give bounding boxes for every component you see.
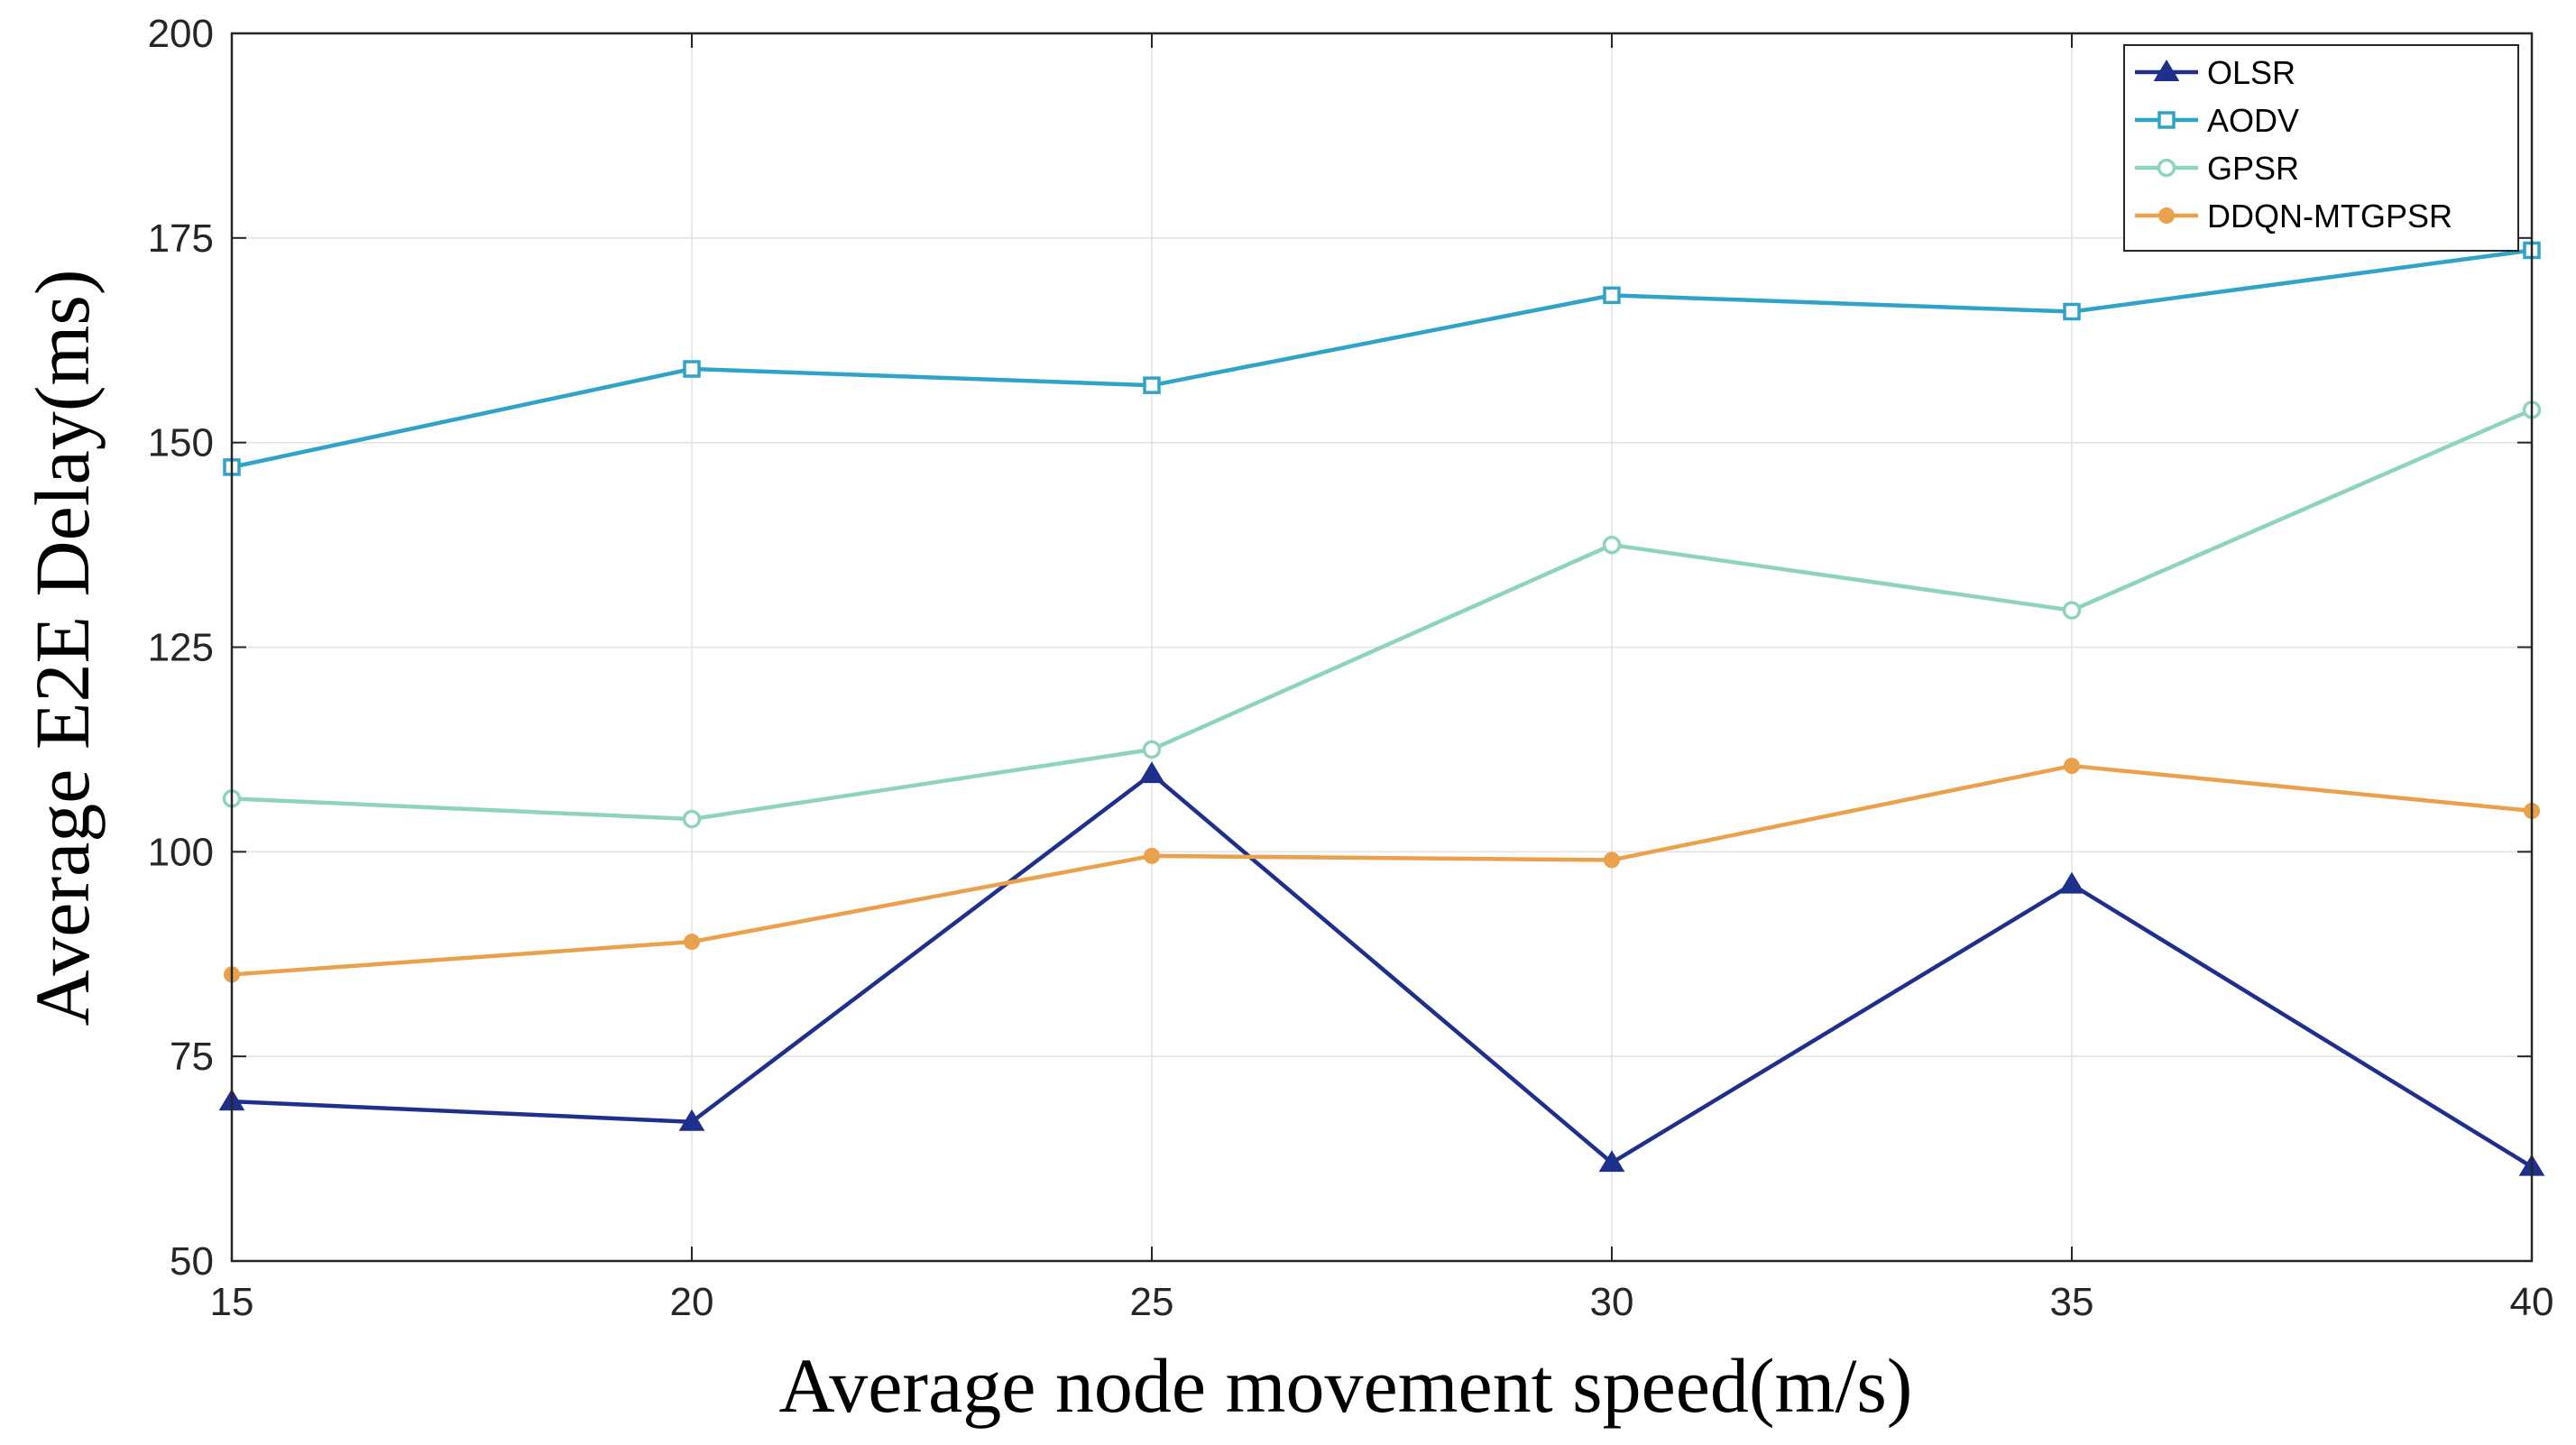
legend-marker <box>2158 207 2175 224</box>
data-point <box>1604 851 1620 869</box>
legend-label: DDQN-MTGPSR <box>2207 198 2452 235</box>
data-point <box>1138 761 1165 784</box>
data-point <box>1598 1150 1625 1173</box>
x-tick-label: 35 <box>2050 1280 2094 1324</box>
y-tick-label: 100 <box>148 830 214 874</box>
x-tick-label: 25 <box>1130 1280 1174 1324</box>
series-line <box>231 408 2533 822</box>
legend-entry: DDQN-MTGPSR <box>2135 198 2452 235</box>
y-tick-label: 125 <box>148 626 214 670</box>
series-ddqn-mtgpsr <box>224 758 2540 983</box>
legend-marker <box>2153 60 2180 81</box>
legend-label: OLSR <box>2207 54 2295 91</box>
data-point <box>2058 871 2085 894</box>
data-point <box>2064 758 2080 775</box>
data-point <box>684 934 700 951</box>
data-point <box>1602 535 1622 555</box>
data-point <box>2063 302 2081 321</box>
data-point <box>682 809 702 829</box>
data-point <box>1142 740 1162 759</box>
data-point <box>683 360 701 378</box>
data-point <box>1603 286 1621 305</box>
y-tick-label: 175 <box>148 216 214 261</box>
series-line <box>231 763 2533 977</box>
legend: OLSR AODV GPSR DDQN-MTGPSR <box>2123 44 2519 252</box>
legend-entry: GPSR <box>2135 150 2299 187</box>
data-point <box>2062 601 2082 620</box>
series-line <box>231 248 2533 470</box>
data-point <box>678 1109 705 1131</box>
legend-label: GPSR <box>2207 150 2299 187</box>
series-lines <box>218 241 2545 1176</box>
y-tick-label: 150 <box>148 421 214 465</box>
y-tick-label: 200 <box>148 12 214 56</box>
legend-marker <box>2157 111 2176 129</box>
legend-entry: AODV <box>2135 102 2299 139</box>
axis-ticks <box>231 32 2533 1262</box>
x-tick-label: 15 <box>210 1280 254 1324</box>
y-tick-label: 50 <box>170 1239 214 1284</box>
legend-marker <box>2157 158 2176 178</box>
series-gpsr <box>222 400 2542 829</box>
x-tick-label: 20 <box>670 1280 714 1324</box>
x-axis-title: Average node movement speed(m/s) <box>779 1342 1913 1429</box>
series-line <box>231 771 2534 1169</box>
legend-label: AODV <box>2207 102 2299 139</box>
data-point <box>1143 376 1161 394</box>
x-tick-label: 30 <box>1590 1280 1634 1324</box>
legend-entry: OLSR <box>2135 54 2295 91</box>
data-point <box>1144 847 1160 864</box>
y-axis-title: Average E2E Delay(ms) <box>19 270 106 1026</box>
y-tick-label: 75 <box>170 1035 214 1079</box>
x-tick-label: 40 <box>2510 1280 2554 1324</box>
axis-tick-labels: 15 20 25 30 35 40 50 75 100 125 150 175 200 <box>148 12 2554 1324</box>
